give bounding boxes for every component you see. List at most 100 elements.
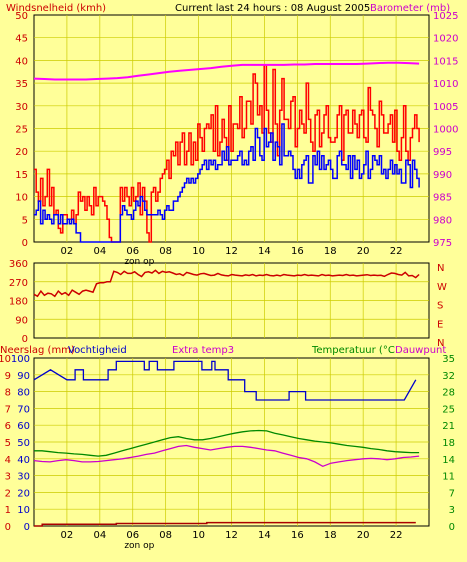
wind-tick-label: 20 bbox=[15, 147, 28, 158]
wind-axis-title: Windsnelheid (kmh) bbox=[6, 3, 106, 14]
barometer-tick-label: 1000 bbox=[433, 125, 458, 136]
temperature-tick-label: 3 bbox=[449, 505, 455, 516]
wind-tick-label: 50 bbox=[15, 11, 28, 22]
humidity-tick-label: 20 bbox=[17, 488, 30, 499]
temperature-line bbox=[34, 429, 420, 457]
wind-tick-label: 40 bbox=[15, 56, 28, 67]
time-tick-label: 04 bbox=[93, 530, 106, 541]
wind-tick-label: 0 bbox=[22, 238, 28, 249]
time-tick-label: 22 bbox=[390, 246, 403, 257]
rain-tick-label: 9 bbox=[5, 371, 11, 382]
time-tick-label: 14 bbox=[258, 246, 271, 257]
direction-compass-label: W bbox=[437, 282, 447, 293]
temperature-tick-label: 28 bbox=[442, 388, 455, 399]
temperature-tick-label: 7 bbox=[449, 488, 455, 499]
temperature-tick-label: 25 bbox=[442, 404, 455, 415]
humidity-tick-label: 10 bbox=[17, 505, 30, 516]
humidity-tick-label: 70 bbox=[17, 404, 30, 415]
direction-tick-label: 270 bbox=[9, 278, 28, 289]
barometer-tick-label: 1015 bbox=[433, 56, 458, 67]
time-tick-label: 12 bbox=[225, 530, 238, 541]
rain-tick-label: 4 bbox=[5, 455, 11, 466]
wind-tick-label: 35 bbox=[15, 79, 28, 90]
humidity-tick-label: 100 bbox=[11, 354, 30, 365]
temperature-tick-label: 18 bbox=[442, 438, 455, 449]
barometer-tick-label: 1005 bbox=[433, 102, 458, 113]
rain-tick-label: 2 bbox=[5, 488, 11, 499]
rain-tick-label: 8 bbox=[5, 388, 11, 399]
time-tick-label: 20 bbox=[357, 530, 370, 541]
direction-tick-label: 0 bbox=[22, 334, 28, 345]
current-title: Current last 24 hours : 08 August 2005 bbox=[175, 3, 370, 14]
wind-tick-label: 30 bbox=[15, 102, 28, 113]
barometer-tick-label: 1020 bbox=[433, 34, 458, 45]
time-tick-label: 04 bbox=[93, 246, 106, 257]
temperature-tick-label: 21 bbox=[442, 421, 455, 432]
rain-line bbox=[34, 521, 416, 527]
temperature-tick-label: 32 bbox=[442, 371, 455, 382]
barometer-tick-label: 995 bbox=[433, 147, 452, 158]
time-tick-label: 08 bbox=[159, 246, 172, 257]
temperature-axis-title: Temperatuur (°C bbox=[311, 345, 395, 356]
wind-tick-label: 25 bbox=[15, 125, 28, 136]
rain-tick-label: 0 bbox=[5, 522, 11, 533]
wind-tick-label: 5 bbox=[22, 215, 28, 226]
direction-compass-label: N bbox=[437, 338, 444, 349]
direction-compass-label: N bbox=[437, 263, 444, 274]
humidity-tick-label: 60 bbox=[17, 421, 30, 432]
humidity-tick-label: 30 bbox=[17, 472, 30, 483]
time-tick-label: 20 bbox=[357, 246, 370, 257]
humidity-tick-label: 80 bbox=[17, 388, 30, 399]
dewpoint-line bbox=[33, 444, 420, 468]
barometer-tick-label: 985 bbox=[433, 193, 452, 204]
direction-tick-label: 90 bbox=[15, 315, 28, 326]
sunrise-label: zon op bbox=[124, 257, 154, 267]
time-tick-label: 06 bbox=[126, 246, 139, 257]
wind-tick-label: 15 bbox=[15, 170, 28, 181]
barometer-tick-label: 1010 bbox=[433, 79, 458, 90]
rain-tick-label: 7 bbox=[5, 404, 11, 415]
time-tick-label: 10 bbox=[192, 530, 205, 541]
time-tick-label: 18 bbox=[324, 246, 337, 257]
rain-tick-label: 3 bbox=[5, 472, 11, 483]
extra-temp-title: Extra temp3 bbox=[172, 345, 234, 356]
time-tick-label: 08 bbox=[159, 530, 172, 541]
direction-tick-label: 180 bbox=[9, 297, 28, 308]
time-tick-label: 16 bbox=[291, 530, 304, 541]
time-tick-label: 02 bbox=[61, 530, 74, 541]
temperature-tick-label: 0 bbox=[449, 522, 455, 533]
dewpoint-axis-title: Dauwpunt bbox=[395, 345, 446, 356]
rain-tick-label: 10 bbox=[0, 354, 11, 365]
direction-compass-label: E bbox=[437, 319, 443, 330]
barometer-line bbox=[33, 61, 420, 81]
barometer-tick-label: 1025 bbox=[433, 11, 458, 22]
humidity-tick-label: 40 bbox=[17, 455, 30, 466]
wind-average-line bbox=[34, 123, 420, 243]
rain-tick-label: 6 bbox=[5, 421, 11, 432]
time-tick-label: 18 bbox=[324, 530, 337, 541]
rain-tick-label: 5 bbox=[5, 438, 11, 449]
barometer-axis-title: Barometer (mb) bbox=[370, 3, 450, 14]
direction-tick-label: 360 bbox=[9, 259, 28, 270]
time-tick-label: 10 bbox=[192, 246, 205, 257]
temperature-tick-label: 11 bbox=[442, 472, 455, 483]
humidity-tick-label: 50 bbox=[17, 438, 30, 449]
temperature-tick-label: 35 bbox=[442, 354, 455, 365]
sunrise-label: zon op bbox=[124, 541, 154, 551]
time-tick-label: 02 bbox=[61, 246, 74, 257]
barometer-tick-label: 975 bbox=[433, 238, 452, 249]
humidity-line bbox=[33, 360, 417, 401]
rain-tick-label: 1 bbox=[5, 505, 11, 516]
humidity-tick-label: 90 bbox=[17, 371, 30, 382]
time-tick-label: 12 bbox=[225, 246, 238, 257]
wind-direction-line bbox=[33, 269, 420, 298]
humidity-axis-title: Vochtigheid bbox=[68, 345, 127, 356]
humidity-tick-label: 0 bbox=[24, 522, 30, 533]
barometer-tick-label: 990 bbox=[433, 170, 452, 181]
wind-tick-label: 10 bbox=[15, 193, 28, 204]
wind-tick-label: 45 bbox=[15, 34, 28, 45]
time-tick-label: 22 bbox=[390, 530, 403, 541]
temperature-tick-label: 14 bbox=[442, 455, 455, 466]
